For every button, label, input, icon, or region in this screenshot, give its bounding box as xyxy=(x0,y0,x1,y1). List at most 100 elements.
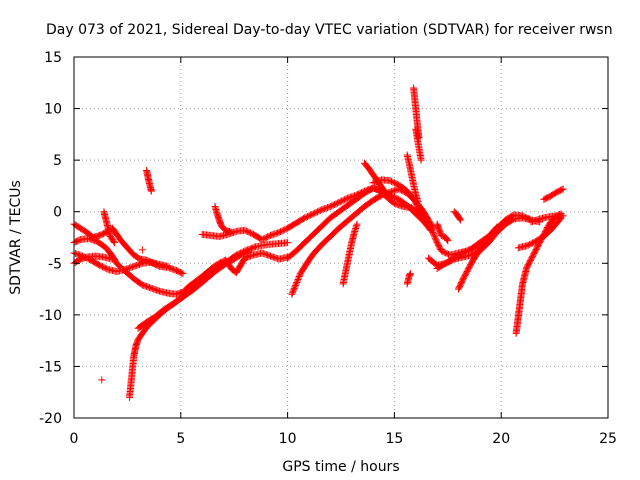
data-point xyxy=(431,234,439,242)
data-point xyxy=(101,264,109,272)
data-point xyxy=(126,264,134,272)
data-point xyxy=(370,178,378,186)
data-point xyxy=(326,203,334,211)
data-point xyxy=(271,230,279,238)
data-point xyxy=(244,248,252,256)
data-point xyxy=(85,235,93,243)
data-point xyxy=(304,213,312,221)
data-point xyxy=(148,285,156,293)
data-point xyxy=(382,189,390,197)
series-trackAD xyxy=(540,185,567,203)
data-point xyxy=(259,249,267,257)
data-point xyxy=(523,242,531,250)
data-point xyxy=(265,252,273,260)
data-point xyxy=(275,228,283,236)
data-point xyxy=(417,156,425,164)
data-point xyxy=(306,211,314,219)
data-point xyxy=(110,237,118,245)
data-point xyxy=(462,248,470,256)
data-point xyxy=(460,248,468,256)
data-point xyxy=(332,200,340,208)
series-trackP xyxy=(369,176,428,224)
data-point xyxy=(131,262,139,270)
data-point xyxy=(245,228,253,236)
data-point xyxy=(464,246,472,254)
data-point xyxy=(153,286,161,294)
data-point xyxy=(426,221,434,229)
data-point xyxy=(420,214,428,222)
data-point xyxy=(558,186,566,194)
data-point xyxy=(290,286,298,294)
data-point xyxy=(439,248,447,256)
data-point xyxy=(116,262,124,270)
data-point xyxy=(293,278,301,286)
data-point xyxy=(103,265,111,273)
x-tick-labels: 0 5 10 15 20 25 xyxy=(70,431,617,447)
data-point xyxy=(247,252,255,260)
data-point xyxy=(238,251,246,259)
data-point xyxy=(292,281,300,289)
y-tick-label: -10 xyxy=(39,308,62,324)
data-point xyxy=(422,219,430,227)
series-trackAA xyxy=(512,210,565,337)
data-point xyxy=(346,193,354,201)
data-point xyxy=(527,218,535,226)
data-point xyxy=(390,199,398,207)
data-point xyxy=(426,222,434,230)
data-point xyxy=(431,233,439,241)
data-point xyxy=(430,231,438,239)
data-point xyxy=(268,253,276,261)
data-point xyxy=(524,215,532,223)
y-tick-label: 0 xyxy=(53,205,62,221)
data-point xyxy=(71,249,79,257)
data-point xyxy=(267,252,275,260)
data-point xyxy=(137,260,145,268)
data-point xyxy=(274,229,282,237)
data-point xyxy=(375,177,383,185)
data-point xyxy=(140,281,148,289)
data-point xyxy=(289,287,297,295)
data-point xyxy=(439,232,447,240)
data-point xyxy=(524,241,532,249)
data-point xyxy=(264,233,272,241)
data-point xyxy=(88,236,96,244)
data-point xyxy=(241,226,249,234)
data-point xyxy=(417,207,425,215)
x-tick-label: 25 xyxy=(599,431,617,447)
data-point xyxy=(406,271,414,279)
data-point xyxy=(308,210,316,218)
series-outlierA xyxy=(98,376,106,384)
data-point xyxy=(348,193,356,201)
data-point xyxy=(432,236,440,244)
data-point xyxy=(268,231,276,239)
data-point xyxy=(531,216,539,224)
data-point xyxy=(111,239,119,247)
y-tick-label: 15 xyxy=(44,50,62,66)
data-point xyxy=(416,206,424,214)
data-point xyxy=(258,236,266,244)
data-point xyxy=(242,227,250,235)
data-point xyxy=(437,231,445,239)
axis-ticks xyxy=(73,56,609,419)
data-point xyxy=(237,251,245,259)
data-point xyxy=(398,202,406,210)
data-point xyxy=(91,237,99,245)
data-point xyxy=(338,197,346,205)
plot-frame xyxy=(73,56,609,419)
data-point xyxy=(302,213,310,221)
data-point xyxy=(288,289,296,297)
data-point xyxy=(331,200,339,208)
data-point xyxy=(261,250,269,258)
data-point xyxy=(170,265,178,273)
data-point xyxy=(521,213,529,221)
series-trackAC xyxy=(527,212,567,226)
data-point xyxy=(150,285,158,293)
series-outlierB xyxy=(138,246,146,254)
x-axis-title: GPS time / hours xyxy=(282,459,399,475)
data-point xyxy=(425,220,433,228)
data-point xyxy=(343,194,351,202)
data-point xyxy=(141,282,149,290)
data-point xyxy=(373,177,381,185)
data-point xyxy=(333,199,341,207)
data-point xyxy=(529,239,537,247)
